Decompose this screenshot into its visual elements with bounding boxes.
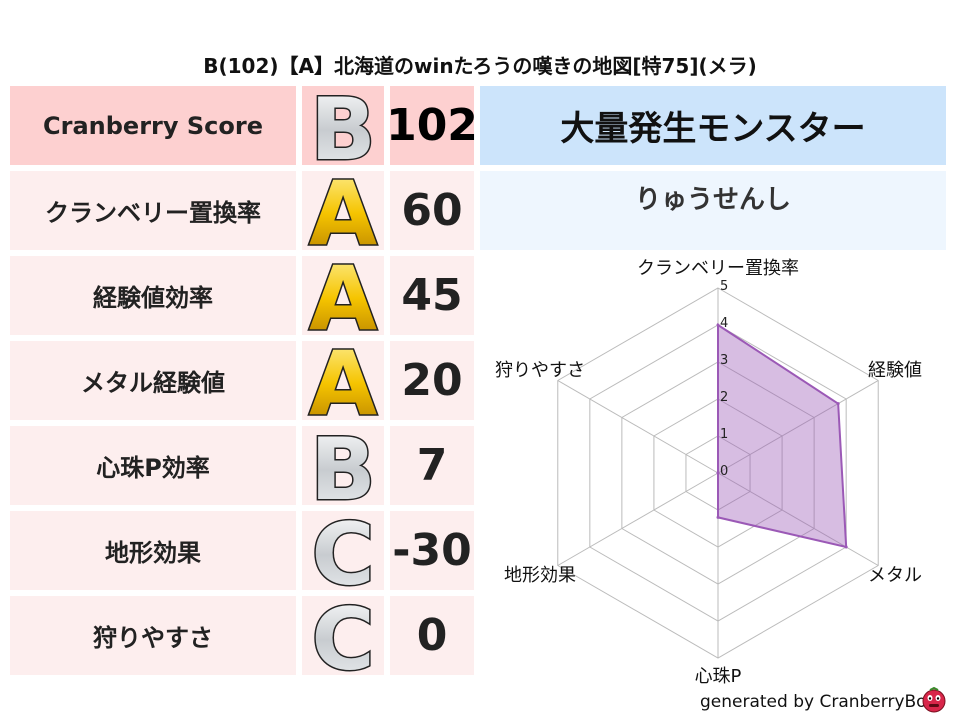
- radar-tick-label: 1: [720, 427, 728, 442]
- radar-data-point: [716, 515, 720, 519]
- radar-tick-label: 2: [720, 390, 728, 405]
- radar-axis-line: [557, 380, 719, 474]
- radar-data-area: [717, 323, 848, 549]
- row-label: クランベリー置換率: [10, 171, 296, 250]
- grade-badge: A: [302, 340, 384, 422]
- radar-tick-label: 4: [720, 316, 728, 331]
- grade-badge: B: [302, 85, 384, 167]
- row-label: 経験値効率: [10, 256, 296, 335]
- grade-letter: B: [310, 425, 376, 507]
- radar-tick-label: 0: [720, 464, 728, 479]
- grade-letter: A: [309, 255, 377, 337]
- monster-panel-header: 大量発生モンスター: [480, 86, 946, 165]
- radar-axis-line: [717, 380, 879, 474]
- radar-axis-label: 心珠P: [695, 666, 742, 687]
- radar-axis-label: 経験値: [868, 360, 922, 381]
- grade-letter: A: [309, 340, 377, 422]
- row-value: 20: [390, 341, 474, 420]
- monster-name: りゅうせんし: [634, 185, 791, 215]
- grade-c-icon: C: [310, 510, 376, 592]
- grade-letter: C: [311, 595, 374, 677]
- footer-credit: generated by CranberryBot: [700, 692, 934, 712]
- row-value: 0: [390, 596, 474, 675]
- radar-axis-label: 地形効果: [504, 565, 576, 586]
- grade-badge: A: [302, 255, 384, 337]
- grade-badge: A: [302, 170, 384, 252]
- row-value: 102: [386, 86, 478, 165]
- radar-axis-line: [557, 472, 719, 566]
- grade-b-icon: B: [309, 425, 378, 507]
- row-label: 狩りやすさ: [10, 596, 296, 675]
- grade-c-icon: C: [310, 595, 376, 677]
- row-value: 7: [390, 426, 474, 505]
- radar-axis-label: メタル: [868, 565, 922, 586]
- row-label: メタル経験値: [10, 341, 296, 420]
- radar-axis-label: 狩りやすさ: [495, 360, 585, 381]
- monster-panel-name: りゅうせんし: [480, 171, 946, 250]
- monster-panel-title: 大量発生モンスター: [560, 109, 866, 149]
- grade-badge: C: [302, 510, 384, 592]
- radar-axis-line: [717, 472, 879, 566]
- grade-letter: C: [311, 510, 374, 592]
- row-value: 45: [390, 256, 474, 335]
- row-value: 60: [390, 171, 474, 250]
- radar-data-point: [836, 402, 840, 406]
- row-label: 心珠P効率: [10, 426, 296, 505]
- radar-data-point: [716, 471, 720, 475]
- page-title: B(102)【A】北海道のwinたろうの嘆きの地図[特75](メラ): [203, 54, 757, 78]
- grade-b-icon: B: [309, 85, 378, 167]
- radar-data-point: [716, 323, 720, 327]
- row-label: 地形効果: [10, 511, 296, 590]
- radar-data-point: [844, 545, 848, 549]
- radar-tick-label: 3: [720, 353, 728, 368]
- grade-a-icon: A: [307, 255, 378, 337]
- grade-letter: B: [310, 85, 376, 167]
- grade-letter: A: [309, 170, 377, 252]
- grade-badge: B: [302, 425, 384, 507]
- grade-a-icon: A: [307, 170, 378, 252]
- row-value: -30: [390, 511, 474, 590]
- radar-tick-label: 5: [720, 279, 728, 294]
- row-label: Cranberry Score: [10, 86, 296, 165]
- grade-a-icon: A: [307, 340, 378, 422]
- cranberry-bot-logo-icon: [922, 686, 946, 713]
- radar-axis-label: クランベリー置換率: [637, 258, 799, 279]
- grade-badge: C: [302, 595, 384, 677]
